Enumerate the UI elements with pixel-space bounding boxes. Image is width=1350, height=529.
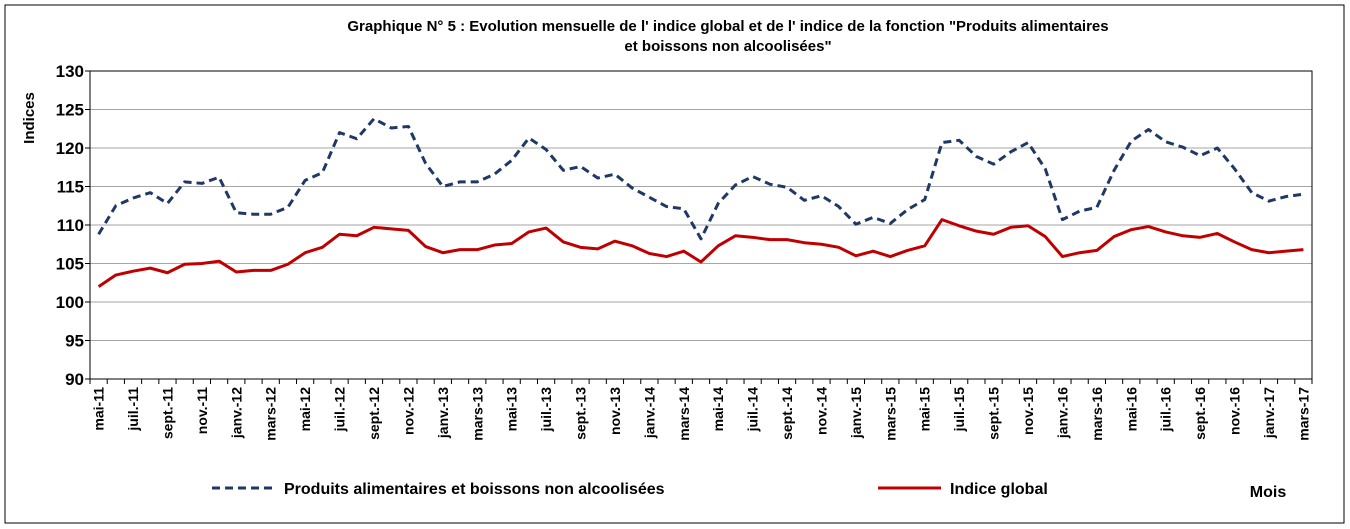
line-series bbox=[97, 117, 1304, 241]
x-tick-label: mars-17 bbox=[1295, 387, 1311, 441]
x-tick-label: janv.-13 bbox=[435, 387, 451, 439]
y-axis-label: Indices bbox=[21, 92, 38, 144]
x-tick-label: mars-14 bbox=[676, 387, 692, 441]
x-tick-label: mai-14 bbox=[710, 387, 726, 432]
x-tick-label: janv.-15 bbox=[848, 387, 864, 439]
x-axis-label: Mois bbox=[1250, 484, 1287, 501]
y-tick-label: 95 bbox=[65, 332, 84, 351]
y-tick-label: 100 bbox=[56, 293, 84, 312]
x-tick-label: sept.-16 bbox=[1192, 387, 1208, 440]
legend-label: Produits alimentaires et boissons non al… bbox=[284, 481, 665, 498]
y-tick-label: 130 bbox=[56, 62, 84, 81]
x-tick-label: janv.-14 bbox=[641, 387, 657, 439]
x-tick-label: nov.-14 bbox=[813, 387, 829, 435]
x-tick-label: juil.-12 bbox=[332, 387, 348, 433]
x-tick-label: janv.-16 bbox=[1054, 387, 1070, 439]
x-tick-label: mars-12 bbox=[263, 387, 279, 441]
chart-title: Graphique N° 5 : Evolution mensuelle de … bbox=[347, 18, 1108, 35]
legend-label: Indice global bbox=[950, 481, 1048, 498]
y-tick-label: 90 bbox=[65, 370, 84, 389]
y-tick-label: 125 bbox=[56, 101, 84, 120]
x-tick-label: mai-15 bbox=[917, 387, 933, 432]
x-tick-label: mars-13 bbox=[469, 387, 485, 441]
x-tick-label: nov.-15 bbox=[1020, 387, 1036, 435]
x-tick-label: mai-11 bbox=[91, 387, 107, 431]
y-tick-label: 105 bbox=[56, 255, 84, 274]
x-tick-label: juil.-13 bbox=[538, 387, 554, 433]
x-tick-label: juil.-14 bbox=[745, 387, 761, 433]
x-tick-label: sept.-14 bbox=[779, 387, 795, 440]
y-tick-label: 120 bbox=[56, 139, 84, 158]
x-tick-label: nov.-11 bbox=[194, 387, 210, 434]
x-tick-label: mai-13 bbox=[504, 387, 520, 432]
x-tick-label: sept.-12 bbox=[366, 387, 382, 440]
line-series bbox=[97, 218, 1304, 288]
plot-frame bbox=[89, 70, 1313, 380]
x-tick-label: nov.-12 bbox=[400, 387, 416, 435]
x-tick-label: juil.-15 bbox=[951, 387, 967, 433]
y-tick-label: 115 bbox=[57, 178, 84, 197]
chart-title: et boissons non alcoolisées" bbox=[624, 38, 831, 55]
x-tick-label: nov.-13 bbox=[607, 387, 623, 435]
y-tick-label: 110 bbox=[57, 216, 84, 235]
x-tick-label: janv.-17 bbox=[1261, 387, 1277, 439]
x-tick-label: mars-16 bbox=[1089, 387, 1105, 441]
x-tick-label: juil.-16 bbox=[1158, 387, 1174, 433]
x-tick-label: sept.-15 bbox=[986, 387, 1002, 440]
x-tick-label: sept.-13 bbox=[573, 387, 589, 440]
x-tick-label: mai-16 bbox=[1123, 387, 1139, 432]
x-tick-label: mai-12 bbox=[297, 387, 313, 432]
x-tick-label: sept.-11 bbox=[159, 387, 175, 439]
x-tick-label: mars-15 bbox=[882, 387, 898, 441]
x-tick-label: janv.-12 bbox=[228, 387, 244, 439]
x-tick-label: nov.-16 bbox=[1227, 387, 1243, 435]
x-tick-label: juil.-11 bbox=[125, 387, 141, 432]
